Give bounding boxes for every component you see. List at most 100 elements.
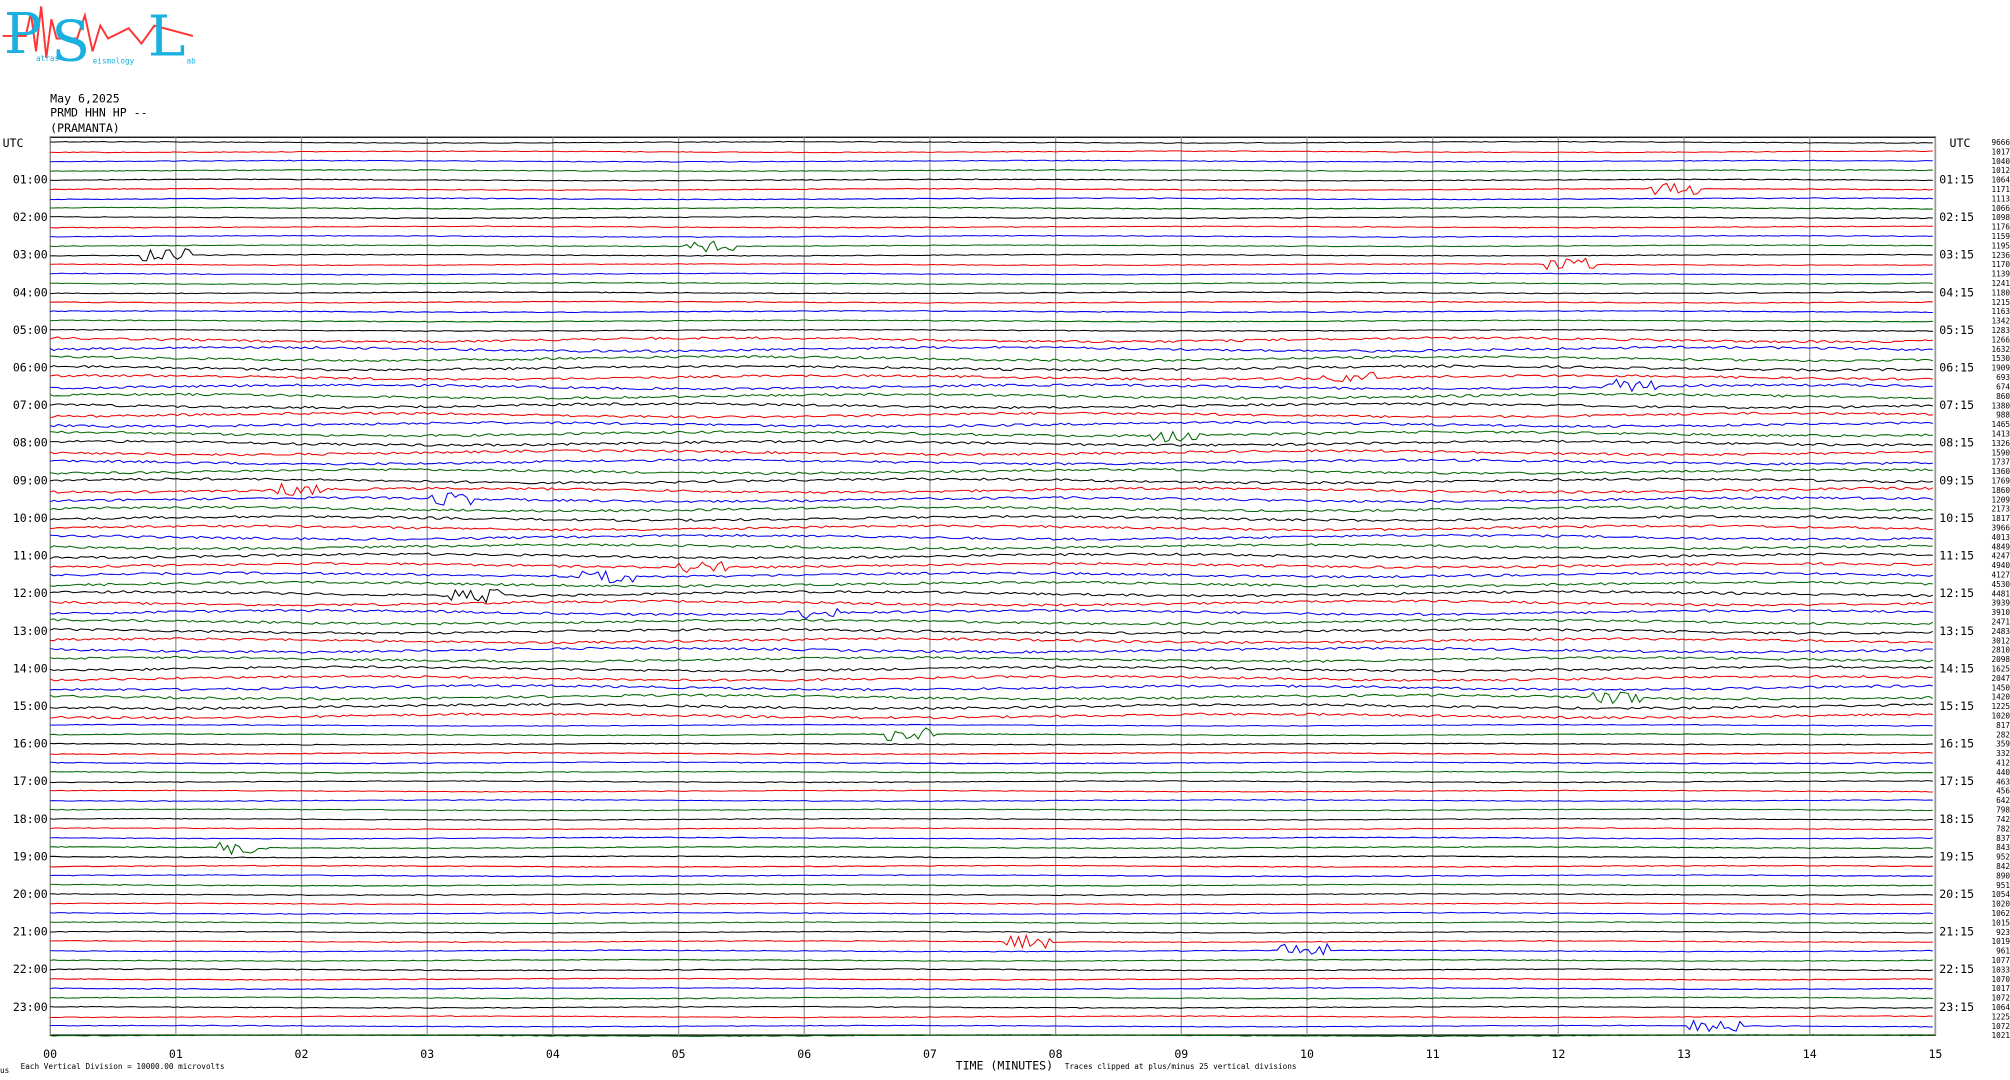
trace-number: 842 (1996, 862, 2010, 871)
hour-label: 16:15 (1939, 737, 1974, 751)
trace (50, 798, 1933, 803)
x-tick-label: 13 (1677, 1047, 1691, 1061)
trace-number: 9666 (1991, 138, 2010, 147)
hour-label: 01:00 (13, 172, 48, 186)
trace (50, 159, 1933, 163)
hour-label: 22:00 (13, 962, 48, 976)
trace (50, 225, 1933, 229)
trace-number: 1530 (1991, 354, 2010, 363)
trace-number: 782 (1996, 824, 2010, 833)
trace (50, 234, 1933, 238)
trace-number: 3910 (1991, 608, 2010, 617)
trace (50, 355, 1933, 362)
trace-number: 1139 (1991, 270, 2010, 279)
trace (50, 761, 1933, 765)
trace-number: 1072 (1991, 994, 2010, 1003)
hour-label: 23:15 (1939, 1000, 1974, 1014)
hour-label: 05:00 (13, 323, 48, 337)
trace (49, 543, 1933, 551)
trace (50, 977, 1933, 981)
hour-label: 22:15 (1939, 962, 1974, 976)
trace (50, 458, 1933, 466)
trace-number: 3012 (1991, 636, 2010, 645)
trace-number: 4127 (1991, 571, 2010, 580)
scale-note: Each Vertical Division = 10000.00 microv… (21, 1062, 225, 1071)
hour-label: 12:00 (13, 586, 48, 600)
trace (50, 723, 1933, 727)
trace (50, 996, 1933, 1000)
trace (49, 364, 1933, 372)
trace (50, 310, 1933, 314)
trace-number: 3966 (1991, 524, 2010, 533)
hour-label: 06:00 (13, 361, 48, 375)
trace (50, 439, 1933, 447)
right-axis-title: UTC (1950, 136, 1971, 150)
trace (50, 883, 1933, 887)
trace (49, 691, 1934, 705)
trace-number: 1450 (1991, 683, 2010, 692)
trace (50, 817, 1933, 821)
hour-label: 02:15 (1939, 210, 1974, 224)
hour-label: 09:00 (13, 473, 48, 487)
hour-label: 04:15 (1939, 285, 1974, 299)
x-tick-label: 07 (923, 1047, 937, 1061)
trace-number: 742 (1996, 815, 2010, 824)
trace (50, 150, 1933, 154)
trace-number: 1017 (1991, 147, 2010, 156)
trace-number: 798 (1996, 806, 2010, 815)
trace-number: 1413 (1991, 429, 2010, 438)
trace-number: 1020 (1991, 900, 2010, 909)
trace-number: 1015 (1991, 918, 2010, 927)
trace-number: 2483 (1991, 627, 2010, 636)
trace-number: 1909 (1991, 364, 2010, 373)
trace (50, 712, 1933, 720)
trace-number: 456 (1996, 787, 2010, 796)
trace-number: 1283 (1991, 326, 2010, 335)
trace-number: 642 (1996, 796, 2010, 805)
trace-number: 4849 (1991, 542, 2010, 551)
trace-number: 1012 (1991, 166, 2010, 175)
logo-word: ab (186, 57, 196, 66)
trace-number: 4940 (1991, 561, 2010, 570)
trace-number: 1215 (1991, 298, 2010, 307)
trace-number: 1113 (1991, 194, 2010, 203)
trace (50, 1019, 1933, 1033)
trace (50, 182, 1933, 196)
x-tick-label: 12 (1551, 1047, 1565, 1061)
station: PRMD HHN HP -- (50, 105, 147, 119)
x-tick-label: 15 (1928, 1047, 1942, 1061)
hour-label: 08:15 (1939, 436, 1974, 450)
trace (49, 345, 1933, 353)
trace-number: 951 (1996, 881, 2010, 890)
trace-number: 674 (1996, 382, 2010, 391)
trace (50, 942, 1933, 956)
logo: P S L atras eismology ab (2, 2, 196, 75)
trace (50, 140, 1933, 144)
hour-label: 10:15 (1939, 511, 1974, 525)
trace-number: 890 (1996, 871, 2010, 880)
logo-wave (2, 6, 194, 58)
trace (49, 449, 1933, 457)
trace (50, 505, 1933, 513)
trace (50, 864, 1933, 868)
trace-number: 2810 (1991, 646, 2010, 655)
hour-label: 19:15 (1939, 849, 1974, 863)
trace (49, 336, 1933, 344)
trace (50, 240, 1933, 253)
trace-number: 923 (1996, 928, 2010, 937)
x-tick-label: 11 (1426, 1047, 1440, 1061)
trace (50, 1015, 1933, 1019)
trace-number: 359 (1996, 740, 2010, 749)
trace (50, 646, 1933, 654)
x-tick-label: 02 (295, 1047, 309, 1061)
trace-number: 1033 (1991, 965, 2010, 974)
trace-number: 2471 (1991, 618, 2010, 627)
trace (50, 411, 1933, 419)
trace (50, 169, 1933, 173)
trace (49, 552, 1933, 560)
trace (49, 569, 1933, 584)
trace-number: 1625 (1991, 665, 2010, 674)
trace-number: 332 (1996, 749, 2010, 758)
trace-number: 1360 (1991, 467, 2010, 476)
